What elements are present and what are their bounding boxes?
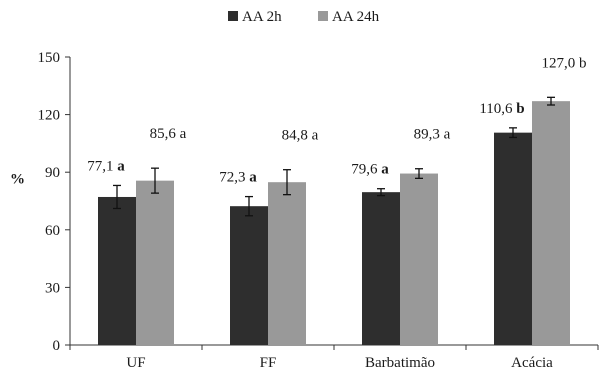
data-label: 79,6 a [351, 162, 389, 178]
data-label: 77,1 a [87, 158, 125, 174]
y-tick-label: 30 [45, 280, 60, 296]
legend-swatch [318, 11, 328, 21]
x-tick-label: FF [260, 355, 277, 371]
legend-label: AA 24h [332, 9, 380, 25]
x-tick-label: Acácia [511, 355, 553, 371]
bar [532, 101, 570, 345]
y-tick-label: 120 [38, 108, 61, 124]
y-axis-label: % [10, 172, 25, 188]
y-tick-label: 90 [45, 165, 60, 181]
data-label: 84,8 a [282, 128, 319, 144]
bar [268, 182, 306, 345]
axes: 0 30 60 90 120 150 UF FF Barbatimão Acácia [38, 50, 599, 371]
data-labels: 77,1 a 72,3 a 79,6 a 110,6 b 85,6 a 84,8 a 89,… [87, 55, 586, 185]
legend-label: AA 2h [242, 9, 282, 25]
bars [98, 96, 570, 345]
legend: AA 2h AA 24h [228, 9, 380, 25]
bar [362, 192, 400, 345]
x-tick-label: Barbatimão [365, 355, 435, 371]
legend-swatch [228, 11, 238, 21]
data-label: 110,6 b [479, 101, 524, 117]
data-label: 127,0 b [542, 55, 587, 71]
data-label: 89,3 a [414, 127, 451, 143]
data-label: 72,3 a [219, 170, 257, 186]
x-tick-label: UF [126, 355, 145, 371]
data-label: 85,6 a [150, 126, 187, 142]
bar [494, 132, 532, 345]
bar [230, 206, 268, 345]
y-tick-label: 0 [53, 338, 61, 354]
y-tick-label: 150 [38, 50, 61, 66]
bar [400, 173, 438, 345]
bar [98, 196, 136, 345]
bar [136, 180, 174, 345]
y-tick-label: 60 [45, 223, 60, 239]
